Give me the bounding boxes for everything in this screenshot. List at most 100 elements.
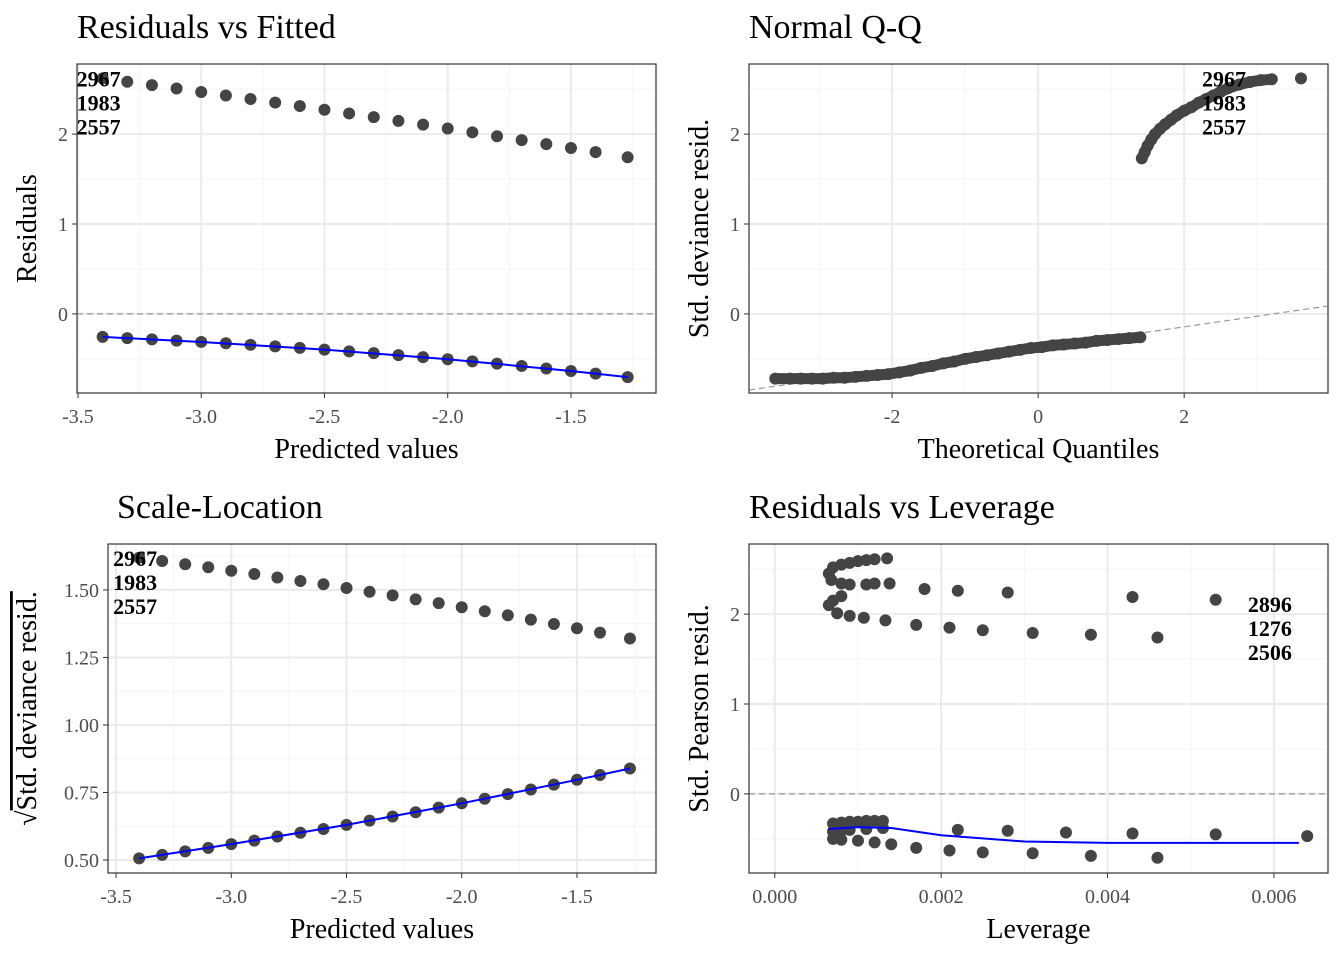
panel-border	[748, 63, 1329, 394]
data-point	[515, 134, 528, 147]
data-point	[271, 571, 284, 584]
data-point	[926, 360, 939, 373]
data-point	[524, 613, 537, 626]
y-tick-label: 2	[730, 604, 740, 626]
data-point	[179, 558, 192, 571]
data-point	[1112, 333, 1125, 346]
data-point	[881, 552, 894, 565]
data-point	[868, 553, 881, 566]
data-point	[910, 841, 923, 854]
x-tick-label: -1.5	[561, 886, 593, 908]
x-tick-label: -2.0	[432, 406, 464, 428]
data-point	[225, 564, 238, 577]
data-point	[170, 82, 183, 95]
data-point	[219, 89, 232, 102]
data-point	[860, 822, 873, 835]
data-point	[1134, 331, 1147, 344]
y-axis-title-text: Std. deviance resid.	[12, 591, 43, 810]
data-point	[293, 100, 306, 113]
data-point	[851, 834, 864, 847]
data-point	[868, 814, 881, 827]
x-axis-title: Predicted values	[274, 434, 458, 465]
panel-title: Scale-Location	[117, 489, 323, 526]
data-point	[860, 369, 873, 382]
point-label: 2967	[1202, 66, 1246, 91]
data-point	[835, 590, 848, 603]
data-point	[145, 79, 158, 92]
x-axis-title: Predicted values	[290, 914, 474, 945]
data-point	[202, 561, 215, 574]
data-point	[244, 92, 257, 105]
data-point	[1002, 345, 1015, 358]
data-point	[564, 142, 577, 155]
data-point	[943, 621, 956, 634]
y-tick-label: 0	[58, 304, 68, 326]
y-tick-label: 1.50	[64, 580, 99, 602]
panel-title: Residuals vs Leverage	[749, 489, 1055, 526]
data-point	[1084, 849, 1097, 862]
data-point	[547, 617, 560, 630]
panel-border	[76, 63, 657, 394]
data-point	[794, 372, 807, 385]
data-point	[540, 138, 553, 151]
smooth-line	[102, 335, 628, 379]
x-tick-label: -3.0	[215, 886, 247, 908]
sqrt-symbol: √	[12, 810, 43, 826]
y-tick-label: 2	[730, 124, 740, 146]
y-tick-label: 1.00	[64, 715, 99, 737]
x-tick-label: -3.5	[100, 886, 132, 908]
data-point	[133, 551, 146, 564]
data-point	[478, 605, 491, 618]
data-point	[269, 96, 282, 109]
y-tick-label: 0.75	[64, 783, 99, 805]
smooth-line	[138, 767, 631, 860]
data-point	[783, 372, 796, 385]
x-axis-title: Theoretical Quantiles	[918, 434, 1160, 465]
panel-border	[107, 543, 657, 874]
panel-sl: -3.5 -3.0 -2.5 -2.0 -1.5 0.50 0.75 1.00 1.25 1.50…	[12, 489, 657, 945]
data-point	[843, 609, 856, 622]
data-point	[1221, 82, 1234, 95]
data-point	[849, 370, 862, 383]
data-point	[883, 577, 896, 590]
data-point	[441, 122, 454, 135]
y-axis-title-text: Std. deviance resid.	[684, 119, 715, 338]
data-point	[1209, 828, 1222, 841]
data-point	[621, 151, 634, 164]
point-label: 2557	[77, 114, 121, 139]
data-point	[1294, 72, 1307, 85]
data-point	[943, 844, 956, 857]
data-point	[843, 578, 856, 591]
data-point	[195, 85, 208, 98]
data-point	[594, 626, 607, 639]
data-point	[1046, 339, 1059, 352]
x-tick-label: 0	[1033, 406, 1043, 428]
y-axis-title: Std. deviance resid.	[684, 119, 715, 338]
point-label: 2557	[1202, 114, 1246, 139]
data-point	[868, 836, 881, 849]
data-point	[1301, 830, 1314, 843]
x-tick-label: 0.002	[919, 886, 964, 908]
x-axis-title: Leverage	[986, 914, 1090, 945]
point-label: 2557	[113, 594, 157, 619]
plot-background	[77, 64, 656, 393]
y-tick-label: 1	[730, 694, 740, 716]
point-label: 1983	[1202, 90, 1246, 115]
y-axis-title: √Std. deviance resid.	[12, 591, 43, 826]
data-point	[1232, 78, 1245, 91]
data-point	[831, 607, 844, 620]
data-point	[1026, 847, 1039, 860]
x-tick-label: 0.004	[1085, 886, 1130, 908]
data-point	[769, 372, 782, 385]
data-point	[1151, 851, 1164, 864]
y-axis-title: Std. Pearson resid.	[684, 604, 715, 812]
data-point	[1101, 333, 1114, 346]
point-label: 2967	[113, 546, 157, 571]
x-tick-label: -2.0	[446, 886, 478, 908]
point-label: 1983	[113, 570, 157, 595]
data-point	[343, 107, 356, 120]
data-point	[835, 833, 848, 846]
plot-area	[749, 552, 1328, 864]
data-point	[1001, 586, 1014, 599]
